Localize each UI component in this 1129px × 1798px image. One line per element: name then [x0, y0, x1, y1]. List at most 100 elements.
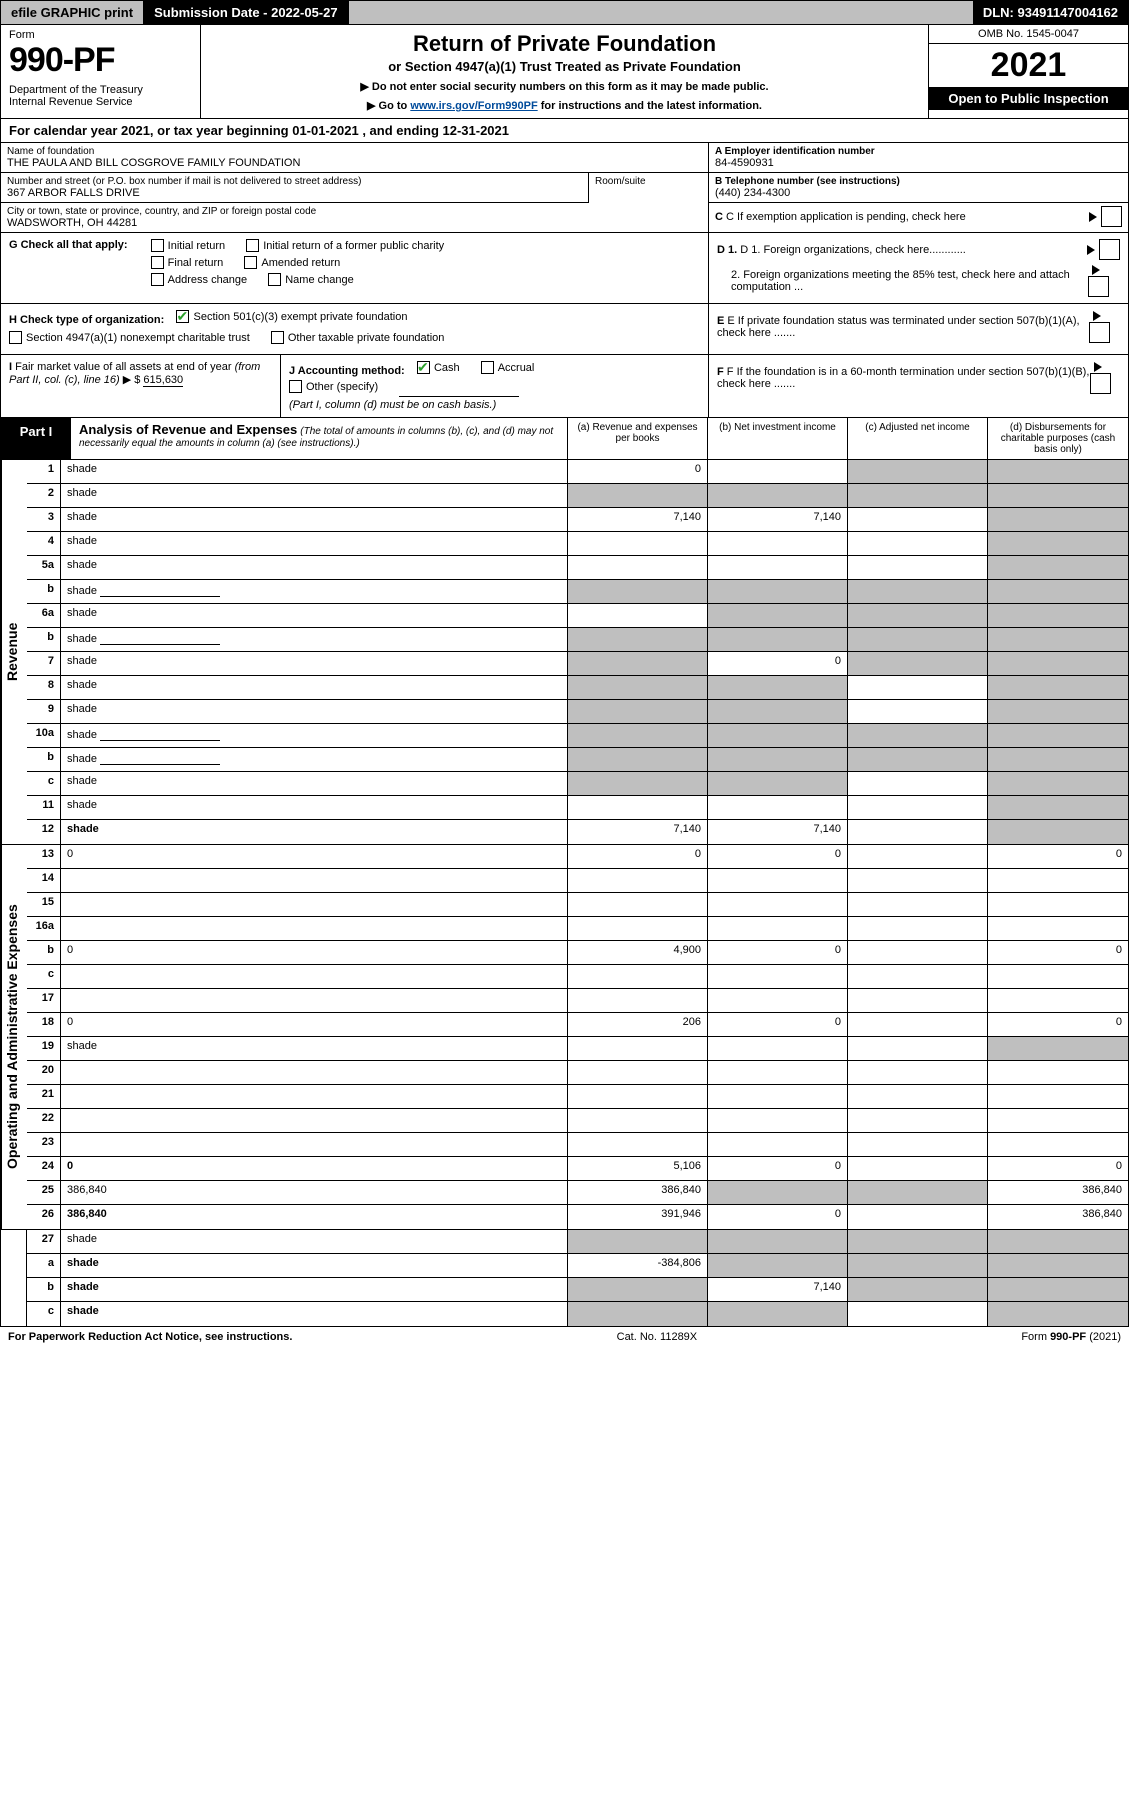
part1-desc: Analysis of Revenue and Expenses (The to…	[71, 418, 568, 459]
efile-print-button[interactable]: efile GRAPHIC print	[1, 1, 144, 24]
street-value: 367 ARBOR FALLS DRIVE	[7, 187, 582, 199]
line-number: 2	[27, 484, 61, 507]
ijf-block: I Fair market value of all assets at end…	[0, 355, 1129, 418]
table-cell	[848, 1133, 988, 1156]
table-row: 5ashade	[27, 556, 1128, 580]
other-taxable-checkbox[interactable]	[271, 331, 284, 344]
h-label: H Check type of organization:	[9, 314, 164, 326]
d2-label: 2. Foreign organizations meeting the 85%…	[717, 269, 1088, 293]
line-number: 9	[27, 700, 61, 723]
initial-former-label: Initial return of a former public charit…	[263, 240, 444, 252]
line-description: shade	[61, 796, 568, 819]
form-subtitle: or Section 4947(a)(1) Trust Treated as P…	[211, 59, 918, 74]
table-cell	[708, 1085, 848, 1108]
form-ref: Form 990-PF (2021)	[1021, 1331, 1121, 1343]
line-number: 11	[27, 796, 61, 819]
table-cell: 0	[568, 845, 708, 868]
table-cell	[568, 580, 708, 603]
table-cell: 386,840	[988, 1181, 1128, 1204]
line-number: 1	[27, 460, 61, 483]
table-cell: 5,106	[568, 1157, 708, 1180]
4947a1-checkbox[interactable]	[9, 331, 22, 344]
form-year-block: OMB No. 1545-0047 2021 Open to Public In…	[928, 25, 1128, 118]
table-cell	[708, 869, 848, 892]
table-cell: 386,840	[568, 1181, 708, 1204]
4947a1-label: Section 4947(a)(1) nonexempt charitable …	[26, 332, 250, 344]
f-checkbox[interactable]	[1090, 373, 1111, 394]
revenue-table: Revenue 1shade02shade3shade7,1407,1404sh…	[0, 460, 1129, 845]
table-cell: 0	[708, 845, 848, 868]
line-number: b	[27, 1278, 61, 1301]
table-cell	[848, 820, 988, 844]
other-method-checkbox[interactable]	[289, 380, 302, 393]
line-description	[61, 893, 568, 916]
line-number: 14	[27, 869, 61, 892]
line-number: 19	[27, 1037, 61, 1060]
j-label: J Accounting method:	[289, 365, 405, 377]
initial-return-checkbox[interactable]	[151, 239, 164, 252]
irs-link[interactable]: www.irs.gov/Form990PF	[410, 100, 537, 112]
line-number: b	[27, 748, 61, 771]
gd-block: G Check all that apply: Initial return I…	[0, 233, 1129, 304]
d1-checkbox[interactable]	[1099, 239, 1120, 260]
line-description	[61, 1109, 568, 1132]
table-row: 18020600	[27, 1013, 1128, 1037]
arrow-icon	[1089, 212, 1097, 222]
table-cell	[568, 604, 708, 627]
ein-value: 84-4590931	[715, 157, 1122, 169]
table-row: 16a	[27, 917, 1128, 941]
line-description: shade	[61, 676, 568, 699]
table-cell	[708, 676, 848, 699]
line-description: shade	[61, 580, 568, 603]
final-return-checkbox[interactable]	[151, 256, 164, 269]
table-cell: 7,140	[708, 820, 848, 844]
table-cell	[708, 1061, 848, 1084]
form-title-block: Return of Private Foundation or Section …	[201, 25, 928, 118]
table-cell: 7,140	[568, 508, 708, 531]
line-number: 17	[27, 989, 61, 1012]
501c3-checkbox[interactable]	[176, 310, 189, 323]
table-cell	[708, 1254, 848, 1277]
line-number: 3	[27, 508, 61, 531]
street-label: Number and street (or P.O. box number if…	[7, 176, 582, 187]
initial-former-checkbox[interactable]	[246, 239, 259, 252]
line-number: 8	[27, 676, 61, 699]
accrual-checkbox[interactable]	[481, 361, 494, 374]
table-cell	[568, 532, 708, 555]
table-cell	[568, 1085, 708, 1108]
e-label: E E If private foundation status was ter…	[717, 315, 1089, 339]
entity-info: Name of foundation THE PAULA AND BILL CO…	[0, 143, 1129, 233]
ein-cell: A Employer identification number 84-4590…	[709, 143, 1128, 173]
table-cell: 0	[708, 652, 848, 675]
table-cell	[848, 508, 988, 531]
amended-return-checkbox[interactable]	[244, 256, 257, 269]
address-change-checkbox[interactable]	[151, 273, 164, 286]
table-cell	[568, 1302, 708, 1326]
dept-label: Department of the Treasury Internal Reve…	[9, 84, 192, 108]
form-number: 990-PF	[9, 41, 192, 80]
table-row: c	[27, 965, 1128, 989]
cat-no: Cat. No. 11289X	[617, 1331, 698, 1343]
line-number: 22	[27, 1109, 61, 1132]
d2-checkbox[interactable]	[1088, 276, 1109, 297]
table-cell	[708, 965, 848, 988]
table-cell	[988, 1230, 1128, 1253]
city-label: City or town, state or province, country…	[7, 206, 702, 217]
line-description: shade	[61, 1230, 568, 1253]
table-row: cshade	[27, 1302, 1128, 1326]
table-row: 25386,840386,840386,840	[27, 1181, 1128, 1205]
note-ssn: ▶ Do not enter social security numbers o…	[211, 80, 918, 93]
j-note: (Part I, column (d) must be on cash basi…	[289, 399, 700, 411]
cash-checkbox[interactable]	[417, 361, 430, 374]
name-change-checkbox[interactable]	[268, 273, 281, 286]
line-description	[61, 1085, 568, 1108]
table-cell	[568, 1230, 708, 1253]
c-label: C C If exemption application is pending,…	[715, 211, 966, 223]
line-description: shade	[61, 1302, 568, 1326]
arrow-icon	[1094, 362, 1102, 372]
e-checkbox[interactable]	[1089, 322, 1110, 343]
line-description: shade	[61, 628, 568, 651]
c-checkbox[interactable]	[1101, 206, 1122, 227]
table-cell	[568, 1278, 708, 1301]
table-row: 10ashade	[27, 724, 1128, 748]
